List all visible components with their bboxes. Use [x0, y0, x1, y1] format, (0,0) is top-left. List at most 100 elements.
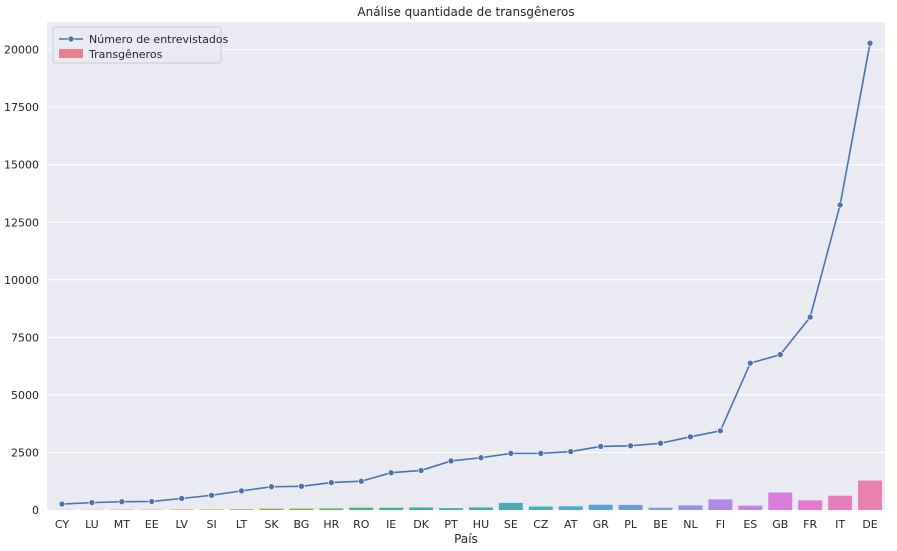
- x-tick-label: IE: [386, 518, 396, 531]
- bar: [828, 495, 853, 510]
- x-tick-label: IT: [835, 518, 845, 531]
- line-point: [687, 433, 694, 441]
- x-tick-label: ES: [743, 518, 757, 531]
- x-tick-label: SI: [206, 518, 216, 531]
- x-tick-label: HR: [323, 518, 339, 531]
- x-tick-label: FI: [716, 518, 726, 531]
- x-tick-label: DE: [862, 518, 877, 531]
- bar: [618, 504, 643, 510]
- y-tick-label: 10000: [4, 274, 39, 287]
- x-tick-label: FR: [803, 518, 817, 531]
- line-point: [178, 495, 185, 502]
- x-tick-label: BG: [293, 518, 309, 531]
- y-tick-label: 0: [32, 504, 39, 517]
- bar: [498, 502, 523, 510]
- line-point: [836, 201, 844, 209]
- legend-bar-label: Transgêneros: [88, 48, 163, 61]
- legend-bar-key: [59, 49, 83, 58]
- line-point: [328, 479, 335, 486]
- x-tick-label: NL: [683, 518, 698, 531]
- line-point: [627, 442, 634, 450]
- x-tick-label: PL: [624, 518, 638, 531]
- x-tick-label: BE: [653, 518, 668, 531]
- y-tick-label: 7500: [11, 331, 39, 344]
- x-tick-label: LT: [236, 518, 248, 531]
- x-tick-label: LU: [85, 518, 99, 531]
- x-axis-label: País: [454, 532, 478, 546]
- bar: [558, 506, 583, 510]
- line-point: [238, 487, 245, 495]
- line-point: [447, 457, 455, 465]
- line-point: [298, 482, 305, 490]
- line-point: [537, 450, 545, 457]
- x-tick-label: MT: [114, 518, 130, 531]
- bar: [708, 499, 733, 510]
- bar: [349, 507, 374, 510]
- x-tick-labels: CY LU MT EE LV SI LT SK BG HR RO IE DK PT HU SE CZ AT GR PL…: [55, 518, 878, 531]
- bar: [259, 508, 284, 510]
- x-tick-label: DK: [413, 518, 429, 531]
- x-tick-label: GB: [772, 518, 788, 531]
- bar: [229, 509, 254, 510]
- x-tick-label: HU: [473, 518, 489, 531]
- y-tick-label: 20000: [4, 44, 39, 57]
- line-point: [806, 313, 814, 321]
- line-point: [417, 467, 425, 474]
- legend-box: [52, 26, 222, 64]
- line-point: [717, 427, 724, 435]
- x-tick-label: AT: [564, 518, 578, 531]
- line-point: [118, 498, 126, 506]
- legend-line-label: Número de entrevistados: [89, 33, 229, 46]
- line-point: [88, 499, 96, 506]
- line-point: [507, 450, 515, 457]
- y-tick-labels: 0 2500 5000 7500 10000 12500 15000 17500 20000: [4, 44, 39, 517]
- legend-line-key: [59, 35, 83, 43]
- legend: Número de entrevistados Transgêneros: [52, 26, 229, 64]
- bar: [379, 507, 404, 510]
- x-tick-label: GR: [593, 518, 610, 531]
- line-point: [747, 359, 754, 367]
- bar: [648, 507, 673, 510]
- bar: [588, 504, 613, 510]
- x-tick-label: CZ: [533, 518, 549, 531]
- bar: [439, 508, 464, 510]
- x-tick-label: SE: [504, 518, 518, 531]
- bar: [798, 500, 823, 510]
- bar: [289, 508, 314, 510]
- line-point: [776, 351, 784, 358]
- x-tick-label: SK: [264, 518, 279, 531]
- y-tick-label: 5000: [11, 389, 39, 402]
- line-point: [477, 454, 485, 462]
- bar: [768, 492, 793, 510]
- line-point: [866, 39, 874, 47]
- line-point: [357, 477, 365, 485]
- x-tick-label: LV: [175, 518, 188, 531]
- bar: [319, 508, 344, 510]
- plot-background: [47, 22, 885, 510]
- line-point: [597, 443, 604, 450]
- line-point: [387, 469, 395, 477]
- bar: [858, 480, 883, 510]
- x-tick-label: EE: [145, 518, 159, 531]
- line-layer: [58, 39, 874, 508]
- chart-title: Análise quantidade de transgêneros: [357, 5, 574, 19]
- series-line: [61, 43, 871, 505]
- bars-layer: [49, 480, 883, 510]
- x-tick-label: PT: [444, 518, 458, 531]
- line-point: [268, 483, 275, 491]
- legend-line-marker: [67, 35, 75, 43]
- bar: [528, 506, 553, 510]
- line-point: [208, 491, 215, 499]
- line-point: [148, 498, 156, 505]
- line-point: [657, 439, 664, 447]
- y-tick-label: 12500: [4, 216, 39, 229]
- bar: [409, 507, 434, 510]
- line-point: [58, 500, 66, 508]
- bar: [738, 505, 763, 510]
- y-tick-label: 2500: [11, 446, 39, 459]
- line-point: [567, 448, 575, 455]
- grid-lines: [47, 49, 885, 511]
- x-tick-label: RO: [353, 518, 370, 531]
- y-tick-label: 15000: [4, 159, 39, 172]
